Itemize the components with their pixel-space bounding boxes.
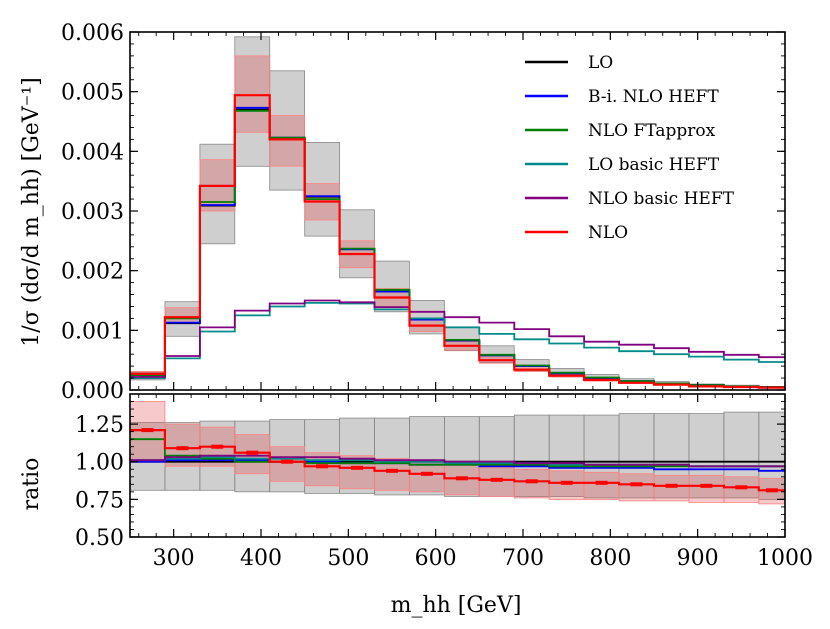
ratio-band-lo-ratio-band-bin: [129, 422, 166, 491]
ratio-band-nlo-ratio-band-bin: [478, 467, 515, 497]
legend-label-lo: LO: [588, 53, 613, 73]
y-axis-label-top: 1/σ (dσ/d m_hh) [GeV⁻¹]: [19, 77, 44, 346]
top-y-tick-label: 0.006: [61, 21, 124, 46]
ratio-nlo-error-marker: [735, 485, 748, 490]
top-band-nlo-band-bin: [269, 115, 306, 167]
top-band-lo-band-bin: [409, 300, 445, 335]
top-series-lo-basic-heft: [130, 302, 785, 379]
ratio-nlo-error-marker: [455, 476, 468, 481]
x-tick-label: 800: [589, 546, 631, 571]
ratio-nlo-error-marker: [420, 471, 433, 476]
ratio-y-tick-label: 1.25: [75, 413, 124, 438]
top-y-tick-label: 0.001: [61, 319, 124, 344]
legend: LO B-i. NLO HEFT NLO FTapprox LO basic HEFT…: [525, 53, 735, 243]
top-y-tick-label: 0.003: [61, 200, 124, 225]
top-band-lo-band-bin: [374, 260, 410, 313]
ratio-band-nlo-ratio-band-bin: [513, 468, 550, 499]
ratio-band-lo-ratio-band-bin: [269, 419, 306, 493]
ratio-nlo-error-marker: [595, 480, 608, 485]
x-tick-label: 700: [502, 546, 544, 571]
x-axis: 300 400 500 600 700 800 900 1000: [153, 546, 813, 571]
x-tick-label: 400: [240, 546, 282, 571]
x-tick-label: 600: [415, 546, 457, 571]
ratio-band-nlo-ratio-band-bin: [409, 461, 445, 493]
ratio-nlo-error-marker: [141, 428, 154, 433]
top-series-nlo-basic-heft: [130, 299, 785, 378]
top-band-lo-band-bin: [199, 143, 236, 245]
top-band-nlo-band-bin: [164, 307, 201, 324]
legend-label-nlo: NLO: [588, 223, 628, 243]
legend-label-nlo-ftapprox: NLO FTapprox: [588, 121, 716, 141]
ratio-nlo-error-marker: [765, 488, 778, 493]
ratio-nlo-error-marker: [211, 444, 224, 449]
ratio-y-tick-label: 0.50: [75, 526, 124, 551]
ratio-band-nlo-ratio-band-bin: [618, 473, 655, 502]
ratio-band-lo-ratio-band-bin: [443, 416, 480, 497]
x-tick-label: 500: [327, 546, 369, 571]
ratio-band-lo-ratio-band-bin: [478, 416, 515, 497]
ratio-series-nlo: [130, 429, 785, 492]
ratio-y-tick-label: 0.75: [75, 488, 124, 513]
legend-label-b-i-nlo-heft: B-i. NLO HEFT: [588, 87, 719, 107]
ratio-series-nlo-ftapprox: [130, 438, 785, 468]
ratio-nlo-error-marker: [281, 459, 294, 464]
ratio-nlo-error-marker: [246, 450, 259, 455]
ratio-band-nlo-ratio-band-bin: [723, 476, 760, 503]
ratio-band-nlo-ratio-band-bin: [583, 471, 620, 500]
ratio-nlo-error-marker: [525, 479, 538, 484]
ratio-series-nlo-basic-heft: [130, 454, 785, 468]
top-series-nlo: [130, 94, 785, 389]
x-tick-label: 300: [153, 546, 195, 571]
top-series-nlo-ftapprox: [130, 109, 785, 388]
x-axis-label: m_hh [GeV]: [391, 593, 522, 618]
ratio-panel: 0.50 0.75 1.00 1.25: [75, 393, 786, 551]
legend-label-lo-basic-heft: LO basic HEFT: [588, 155, 720, 175]
ratio-frame: [129, 393, 786, 538]
legend-label-nlo-basic-heft: NLO basic HEFT: [588, 189, 735, 209]
x-tick-label: 1000: [757, 546, 813, 571]
ratio-nlo-error-marker: [700, 483, 713, 488]
ratio-nlo-error-marker: [560, 480, 573, 485]
ratio-band-nlo-ratio-band-bin: [688, 474, 725, 503]
top-band-lo-band-bin: [339, 209, 375, 279]
y-axis-label-ratio: ratio: [19, 458, 44, 511]
top-panel: 0.000 0.001 0.002 0.003 0.004 0.005 0.006: [61, 21, 786, 404]
top-y-tick-label: 0.005: [61, 81, 124, 106]
ratio-band-nlo-ratio-band-bin: [548, 470, 585, 500]
ratio-band-nlo-ratio-band-bin: [269, 446, 306, 482]
top-y-tick-label: 0.004: [61, 140, 124, 165]
ratio-band-lo-ratio-band-bin: [723, 411, 760, 499]
ratio-nlo-error-marker: [176, 446, 189, 451]
ratio-nlo-error-marker: [386, 468, 398, 473]
ratio-band-lo-ratio-band-bin: [758, 411, 786, 500]
ratio-nlo-error-marker: [665, 483, 678, 488]
ratio-y-tick-label: 1.00: [75, 451, 124, 476]
top-y-tick-label: 0.000: [61, 379, 124, 404]
top-y-tick-label: 0.002: [61, 260, 124, 285]
ratio-nlo-error-marker: [351, 465, 364, 470]
top-band-lo-band-bin: [304, 141, 341, 237]
x-tick-label: 900: [677, 546, 719, 571]
ratio-nlo-error-marker: [490, 477, 503, 482]
ratio-band-nlo-ratio-band-bin: [653, 474, 690, 502]
ratio-nlo-error-marker: [630, 482, 643, 487]
ratio-band-lo-ratio-band-bin: [409, 416, 445, 496]
ratio-nlo-error-marker: [316, 464, 329, 469]
